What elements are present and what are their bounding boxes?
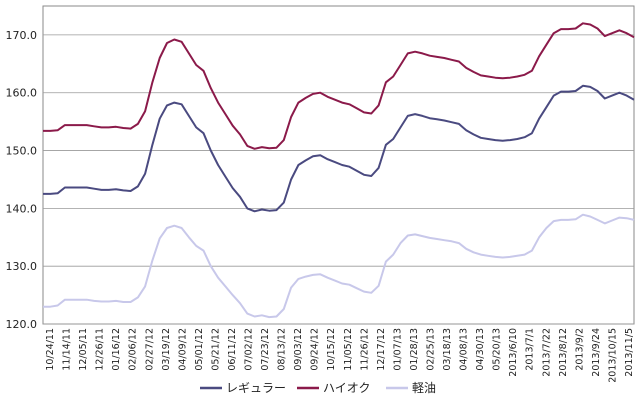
x-axis: 10/24/11 11/14/11 12/05/11 12/26/11 01/16/12…: [45, 328, 635, 383]
x-tick-label: 09/24/12: [310, 328, 321, 371]
x-tick-label: 07/23/12: [260, 328, 271, 371]
x-tick-label: 2013/11/5: [624, 328, 635, 377]
x-tick-label: 04/30/13: [475, 328, 486, 371]
x-tick-label: 04/09/12: [177, 328, 188, 371]
x-tick-label: 10/15/12: [326, 328, 337, 371]
x-tick-label: 2013/9/2: [574, 328, 585, 371]
x-tick-label: 09/03/12: [293, 328, 304, 371]
x-tick-label: 07/02/12: [244, 328, 255, 371]
series-line-1: [43, 22, 635, 150]
x-tick-label: 2013/9/24: [591, 328, 602, 377]
series-lines: [43, 22, 635, 319]
x-tick-label: 2013/10/15: [607, 328, 618, 383]
x-tick-label: 01/07/13: [392, 328, 403, 371]
y-tick-label: 170.0: [6, 29, 38, 42]
legend-label-2: 軽油: [412, 381, 436, 395]
y-tick-label: 160.0: [6, 87, 38, 100]
x-tick-label: 2013/7/1: [525, 328, 536, 371]
x-tick-label: 05/01/12: [194, 328, 205, 371]
x-tick-label: 2013/7/22: [541, 328, 552, 377]
x-tick-label: 12/17/12: [376, 328, 387, 371]
x-tick-label: 03/18/13: [442, 328, 453, 371]
x-tick-label: 02/25/13: [425, 328, 436, 371]
y-axis: 120.0 130.0 140.0 150.0 160.0 170.0: [6, 29, 38, 331]
x-tick-label: 04/08/13: [459, 328, 470, 371]
y-tick-label: 120.0: [6, 318, 38, 331]
x-tick-label: 05/21/12: [210, 328, 221, 371]
y-tick-label: 150.0: [6, 145, 38, 158]
x-tick-label: 03/19/12: [161, 328, 172, 371]
x-tick-label: 11/05/12: [343, 328, 354, 371]
x-tick-label: 11/26/12: [359, 328, 370, 371]
series-line-0: [43, 84, 635, 213]
y-tick-label: 140.0: [6, 202, 38, 215]
plot-border: [42, 5, 635, 325]
x-tick-label: 06/11/12: [227, 328, 238, 371]
x-tick-label: 11/14/11: [62, 328, 73, 371]
x-tick-label: 12/26/11: [95, 328, 106, 371]
series-line-2: [43, 213, 635, 319]
x-tick-label: 08/13/12: [277, 328, 288, 371]
x-tick-label: 2013/6/10: [508, 328, 519, 377]
x-tick-label: 01/16/12: [111, 328, 122, 371]
x-tick-label: 12/05/11: [78, 328, 89, 371]
x-tick-label: 02/27/12: [144, 328, 155, 371]
y-tick-label: 130.0: [6, 260, 38, 273]
legend: レギュラー ハイオク 軽油: [200, 381, 436, 395]
x-tick-label: 02/06/12: [128, 328, 139, 371]
x-tick-label: 05/20/13: [492, 328, 503, 371]
x-tick-label: 2013/8/12: [558, 328, 569, 377]
legend-label-0: レギュラー: [226, 381, 286, 395]
x-tick-label: 01/28/13: [409, 328, 420, 371]
legend-label-1: ハイオク: [323, 381, 371, 395]
gridlines: [42, 5, 635, 325]
x-tick-label: 10/24/11: [45, 328, 56, 371]
